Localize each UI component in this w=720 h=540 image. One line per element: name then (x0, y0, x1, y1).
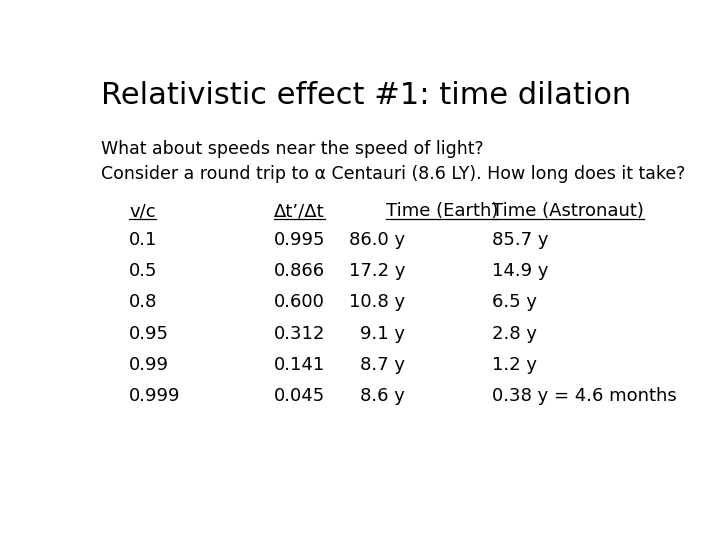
Text: 0.312: 0.312 (274, 325, 325, 343)
Text: 8.6 y: 8.6 y (361, 387, 405, 405)
Text: 0.045: 0.045 (274, 387, 325, 405)
Text: 0.995: 0.995 (274, 231, 325, 249)
Text: What about speeds near the speed of light?
Consider a round trip to α Centauri (: What about speeds near the speed of ligh… (101, 140, 685, 183)
Text: 0.600: 0.600 (274, 294, 325, 312)
Text: 86.0 y: 86.0 y (349, 231, 405, 249)
Text: 17.2 y: 17.2 y (348, 262, 405, 280)
Text: 0.99: 0.99 (129, 356, 169, 374)
Text: 0.1: 0.1 (129, 231, 158, 249)
Text: 85.7 y: 85.7 y (492, 231, 548, 249)
Text: 10.8 y: 10.8 y (349, 294, 405, 312)
Text: Relativistic effect #1: time dilation: Relativistic effect #1: time dilation (101, 82, 631, 111)
Text: 0.141: 0.141 (274, 356, 325, 374)
Text: 6.5 y: 6.5 y (492, 294, 537, 312)
Text: Time (Earth): Time (Earth) (386, 202, 498, 220)
Text: 14.9 y: 14.9 y (492, 262, 548, 280)
Text: 0.5: 0.5 (129, 262, 158, 280)
Text: 0.38 y = 4.6 months: 0.38 y = 4.6 months (492, 387, 677, 405)
Text: Δt’/Δt: Δt’/Δt (274, 202, 325, 220)
Text: 8.7 y: 8.7 y (360, 356, 405, 374)
Text: 0.95: 0.95 (129, 325, 169, 343)
Text: 0.866: 0.866 (274, 262, 325, 280)
Text: 0.8: 0.8 (129, 294, 158, 312)
Text: 9.1 y: 9.1 y (360, 325, 405, 343)
Text: v/c: v/c (129, 202, 156, 220)
Text: 2.8 y: 2.8 y (492, 325, 537, 343)
Text: Time (Astronaut): Time (Astronaut) (492, 202, 644, 220)
Text: 0.999: 0.999 (129, 387, 181, 405)
Text: 1.2 y: 1.2 y (492, 356, 537, 374)
